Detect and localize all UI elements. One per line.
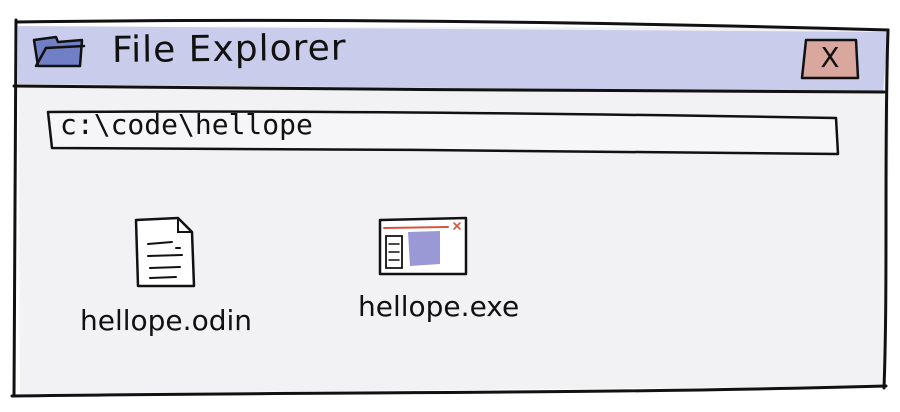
window-title: File Explorer xyxy=(111,27,347,71)
file-name-label: hellope.odin xyxy=(80,304,252,337)
address-bar-shape xyxy=(46,110,840,156)
file-item-hellope-odin[interactable]: hellope.odin xyxy=(76,214,272,344)
window-app-icon xyxy=(378,216,468,276)
close-button[interactable]: X xyxy=(804,38,856,78)
address-path: c:\code\hellope xyxy=(60,108,313,141)
text-file-icon xyxy=(134,216,196,288)
folder-icon xyxy=(32,35,86,68)
file-item-hellope-exe[interactable]: hellope.exe xyxy=(352,214,542,340)
close-button-shape xyxy=(800,38,860,80)
close-icon: X xyxy=(820,41,840,74)
file-name-label: hellope.exe xyxy=(358,290,520,323)
